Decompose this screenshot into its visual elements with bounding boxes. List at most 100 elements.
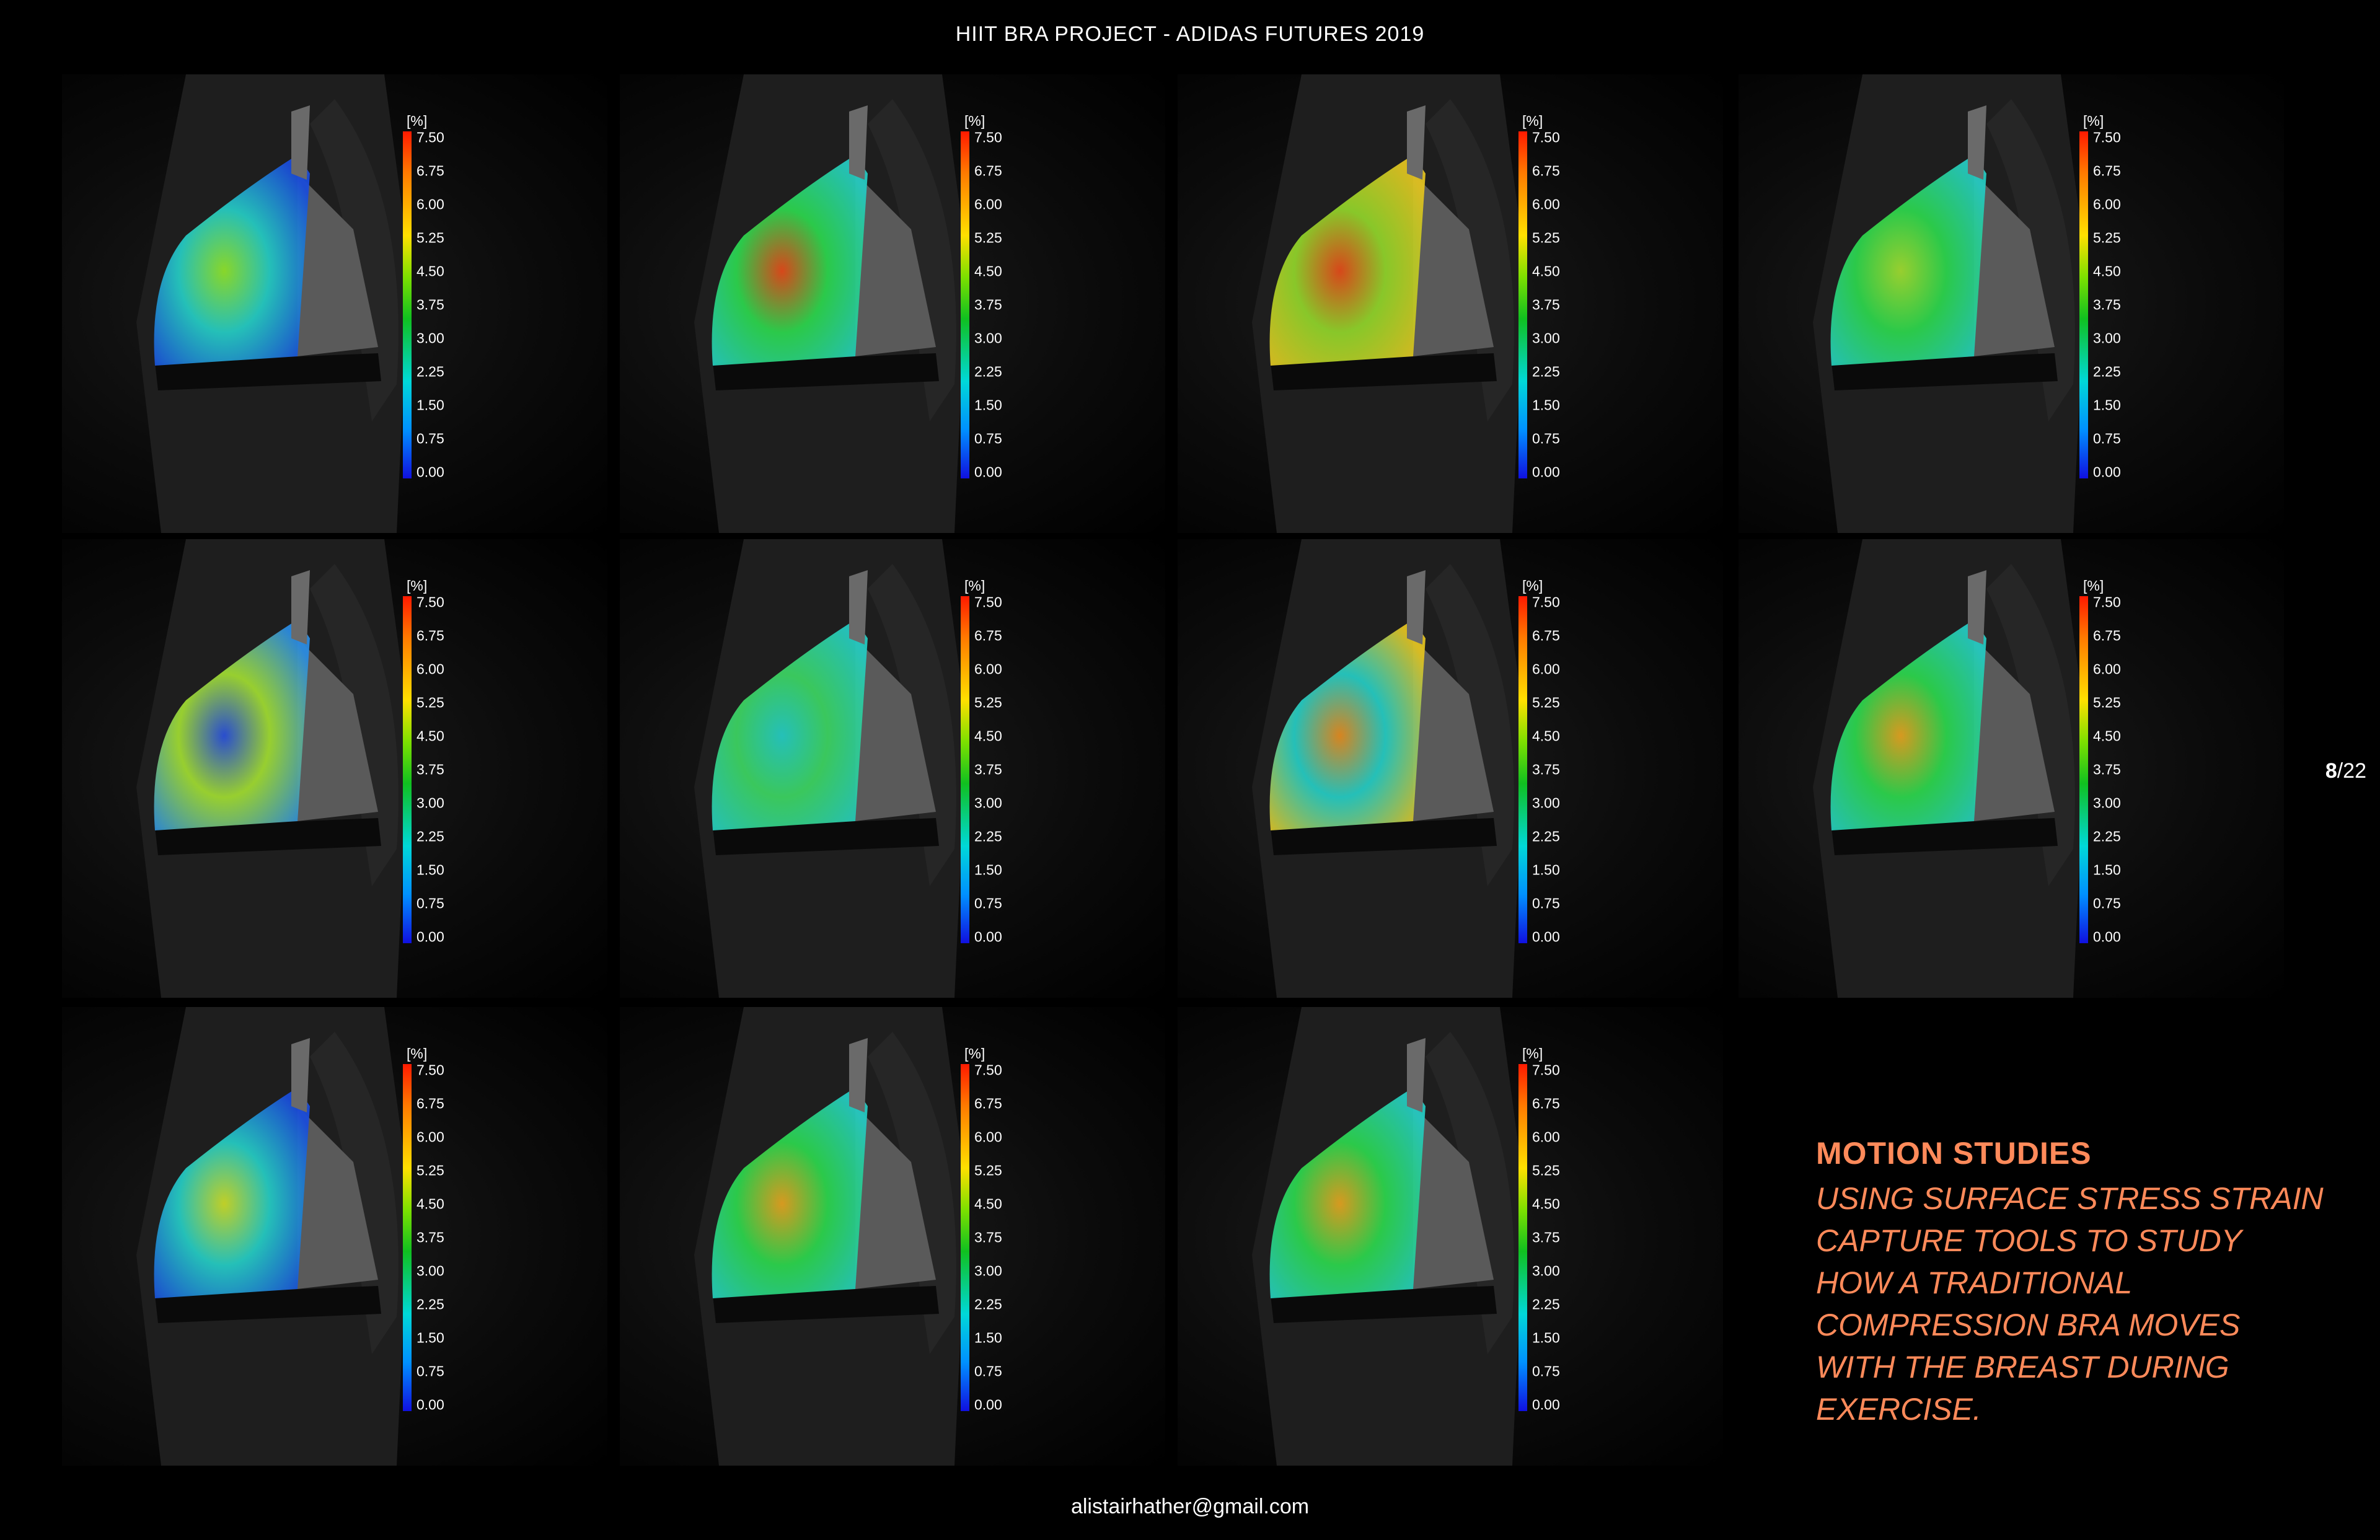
bra-side-panel [298, 1106, 378, 1289]
strain-heatmap [1830, 155, 1986, 366]
scale-tick-label: 5.25 [1532, 229, 1560, 246]
bra-strap [1968, 570, 1986, 645]
scale-tick-label: 0.75 [1532, 895, 1560, 912]
scale-tick-label: 0.00 [1532, 464, 1560, 480]
bra-strap [291, 1038, 310, 1112]
scale-tick-label: 3.00 [974, 330, 1002, 346]
strain-study-panel: [%] 7.50 6.75 6.00 5.25 4.50 3.75 3.00 2.25 1.50 0… [1739, 539, 2284, 998]
bra-side-panel [855, 1106, 936, 1289]
scale-tick-label: 3.00 [416, 330, 444, 346]
scale-tick-label: 1.50 [1532, 1329, 1560, 1346]
scale-tick-label: 5.25 [416, 1162, 444, 1179]
scale-tick-label: 6.00 [2093, 661, 2121, 677]
scale-tick-label: 3.00 [1532, 1262, 1560, 1279]
page-title: HIIT BRA PROJECT - ADIDAS FUTURES 2019 [955, 22, 1425, 46]
bra-side-panel [855, 174, 936, 356]
scale-tick-label: 0.00 [974, 1396, 1002, 1413]
scale-tick-label: 6.00 [1532, 196, 1560, 213]
scale-tick-label: 6.00 [974, 661, 1002, 677]
scale-tick-label: 0.75 [416, 1363, 444, 1379]
scale-color-bar [1518, 596, 1527, 943]
scale-tick-label: 0.75 [974, 430, 1002, 447]
scale-tick-label: 3.00 [1532, 794, 1560, 811]
scale-unit-label: [%] [407, 578, 428, 594]
scale-tick-label: 2.25 [2093, 828, 2121, 845]
scale-tick-label: 0.00 [416, 464, 444, 480]
scale-tick-label: 5.25 [1532, 694, 1560, 711]
bra-strap [291, 105, 310, 180]
scale-tick-label: 3.00 [416, 794, 444, 811]
scale-tick-label: 7.50 [2093, 594, 2121, 610]
torso-strain-map [136, 539, 409, 998]
scale-tick-label: 2.25 [974, 363, 1002, 380]
scale-tick-label: 3.75 [416, 761, 444, 778]
scale-tick-label: 3.00 [2093, 794, 2121, 811]
strain-heatmap [1269, 1088, 1426, 1298]
strain-heatmap [154, 620, 310, 830]
bra-band [713, 1286, 939, 1323]
bra-side-panel [1413, 174, 1494, 356]
scale-tick-label: 3.75 [1532, 761, 1560, 778]
strain-study-panel: [%] 7.50 6.75 6.00 5.25 4.50 3.75 3.00 2.25 1.50 0… [620, 74, 1165, 533]
scale-tick-label: 6.75 [416, 162, 444, 179]
scale-tick-label: 4.50 [1532, 263, 1560, 279]
bra-strap [291, 570, 310, 645]
strain-heatmap [1830, 620, 1986, 830]
scale-tick-label: 6.75 [1532, 627, 1560, 644]
bra-band [155, 818, 381, 855]
strain-heatmap [712, 1088, 868, 1298]
strain-heatmap [712, 155, 868, 366]
scale-tick-label: 6.00 [1532, 1129, 1560, 1145]
scale-tick-label: 0.75 [416, 895, 444, 912]
strain-heatmap [154, 155, 310, 366]
scale-tick-label: 6.75 [974, 627, 1002, 644]
scale-tick-label: 5.25 [2093, 229, 2121, 246]
scale-unit-label: [%] [1522, 1045, 1543, 1062]
total-pages: /22 [2337, 759, 2366, 783]
strain-study-panel: [%] 7.50 6.75 6.00 5.25 4.50 3.75 3.00 2.25 1.50 0… [620, 539, 1165, 998]
scale-tick-label: 0.00 [1532, 928, 1560, 945]
scale-tick-label: 4.50 [974, 728, 1002, 744]
scale-tick-label: 7.50 [1532, 129, 1560, 146]
scale-tick-label: 1.50 [974, 1329, 1002, 1346]
scale-tick-label: 3.75 [974, 296, 1002, 313]
scale-tick-label: 6.75 [416, 1095, 444, 1112]
scale-unit-label: [%] [407, 1045, 428, 1062]
scale-tick-label: 6.00 [974, 196, 1002, 213]
torso-strain-map [1813, 74, 2086, 533]
strain-color-scale: [%] 7.50 6.75 6.00 5.25 4.50 3.75 3.00 2.25 1.50 0… [403, 578, 496, 974]
scale-tick-label: 3.75 [1532, 1229, 1560, 1246]
scale-tick-label: 4.50 [2093, 263, 2121, 279]
scale-tick-label: 4.50 [416, 728, 444, 744]
scale-tick-label: 6.00 [1532, 661, 1560, 677]
bra-band [1271, 818, 1497, 855]
scale-tick-label: 2.25 [974, 828, 1002, 845]
bra-band [1831, 353, 2058, 390]
strain-study-panel: [%] 7.50 6.75 6.00 5.25 4.50 3.75 3.00 2.25 1.50 0… [1178, 539, 1723, 998]
bra-strap [1968, 105, 1986, 180]
bra-band [155, 353, 381, 390]
strain-color-scale: [%] 7.50 6.75 6.00 5.25 4.50 3.75 3.00 2.25 1.50 0… [1518, 578, 1611, 974]
scale-color-bar [403, 1064, 412, 1411]
scale-unit-label: [%] [964, 113, 985, 129]
scale-tick-label: 3.00 [974, 794, 1002, 811]
motion-studies-description: USING SURFACE STRESS STRAIN CAPTURE TOOL… [1816, 1181, 2324, 1427]
scale-tick-label: 2.25 [1532, 1296, 1560, 1313]
scale-tick-label: 5.25 [974, 229, 1002, 246]
scale-tick-label: 0.00 [416, 928, 444, 945]
scale-color-bar [403, 131, 412, 478]
bra-strap [849, 1038, 868, 1112]
bra-strap [1407, 570, 1426, 645]
scale-tick-label: 4.50 [974, 263, 1002, 279]
scale-color-bar [961, 1064, 969, 1411]
bra-strap [1407, 1038, 1426, 1112]
scale-tick-label: 0.00 [2093, 464, 2121, 480]
scale-tick-label: 6.00 [416, 1129, 444, 1145]
scale-color-bar [2079, 596, 2088, 943]
scale-tick-label: 3.75 [2093, 761, 2121, 778]
scale-tick-label: 3.00 [2093, 330, 2121, 346]
scale-tick-label: 3.75 [974, 761, 1002, 778]
torso-strain-map [694, 74, 967, 533]
strain-heatmap [712, 620, 868, 830]
scale-tick-label: 0.75 [2093, 430, 2121, 447]
